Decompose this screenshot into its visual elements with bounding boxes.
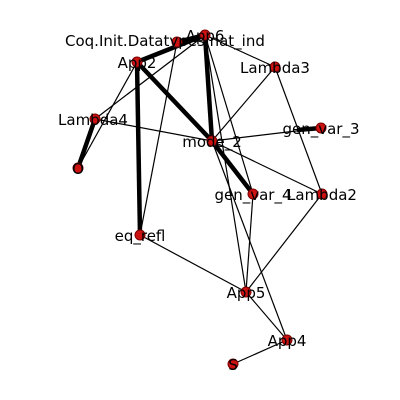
node-label-s: S	[228, 356, 238, 374]
node-lambda2[interactable]: Lambda2	[287, 186, 357, 204]
edge-app2-app6	[136, 32, 206, 65]
node-o[interactable]: O	[72, 160, 84, 178]
edge-app6-lambda3	[204, 34, 276, 68]
node-dot-lambda3[interactable]	[269, 61, 281, 73]
edge-coq-eq_refl	[139, 41, 178, 236]
node-dot-gen_var_3[interactable]	[315, 122, 327, 134]
edge-app6-app5	[204, 34, 247, 293]
node-label-lambda4: Lambda4	[58, 111, 128, 129]
node-label-gen_var_3: gen_var_3	[282, 120, 359, 139]
edge-mode2-lambda2	[211, 140, 323, 195]
node-dot-coq[interactable]	[171, 36, 183, 48]
node-label-eq_refl: eq_refl	[115, 227, 166, 246]
edge-mode2-gen_var_4	[210, 139, 255, 196]
node-label-lambda3: Lambda3	[240, 59, 310, 77]
node-s[interactable]: S	[227, 356, 239, 374]
node-app4[interactable]: App4	[268, 332, 307, 350]
edges-layer	[75, 32, 323, 365]
node-dot-app5[interactable]	[240, 286, 252, 298]
node-dot-app4[interactable]	[281, 334, 293, 346]
node-dot-lambda2[interactable]	[316, 188, 328, 200]
edge-app2-eq_refl	[134, 61, 143, 236]
node-dot-o[interactable]	[72, 162, 84, 174]
edge-lambda2-app5	[245, 193, 323, 293]
node-label-gen_var_4: gen_var_4	[214, 186, 291, 205]
edge-app2-o	[77, 61, 138, 169]
edge-eq_refl-app5	[139, 234, 247, 293]
node-eq_refl[interactable]: eq_refl	[115, 227, 166, 246]
node-coq[interactable]: Coq.Init.Datatypes.nat_ind	[65, 32, 265, 51]
node-dot-mode2[interactable]	[206, 135, 218, 147]
node-label-o: O	[72, 160, 84, 178]
node-lambda3[interactable]: Lambda3	[240, 59, 310, 77]
node-label-app2: App2	[118, 54, 157, 72]
node-app5[interactable]: App5	[227, 284, 266, 302]
node-lambda4[interactable]: Lambda4	[58, 111, 128, 129]
edge-app2-mode2	[135, 60, 214, 143]
edge-app5-app4	[245, 291, 288, 341]
node-dot-lambda4[interactable]	[89, 113, 101, 125]
node-label-app6: App6	[186, 27, 225, 45]
node-label-coq: Coq.Init.Datatypes.nat_ind	[65, 32, 265, 51]
node-app2[interactable]: App2	[118, 54, 157, 72]
edge-app6-mode2	[202, 34, 215, 142]
node-dot-app6[interactable]	[199, 29, 211, 41]
node-label-app4: App4	[268, 332, 307, 350]
node-dot-s[interactable]	[227, 358, 239, 370]
edge-app4-s	[232, 339, 288, 365]
node-app6[interactable]: App6	[186, 27, 225, 45]
node-label-mode2: mode_2	[182, 133, 242, 152]
node-gen_var_4[interactable]: gen_var_4	[214, 186, 291, 205]
node-label-app5: App5	[227, 284, 266, 302]
node-mode2[interactable]: mode_2	[182, 133, 242, 152]
node-dot-eq_refl[interactable]	[134, 229, 146, 241]
edge-lambda4-o	[75, 118, 98, 169]
node-dot-app2[interactable]	[131, 56, 143, 68]
node-gen_var_3[interactable]: gen_var_3	[282, 120, 359, 139]
node-label-lambda2: Lambda2	[287, 186, 357, 204]
edge-app6-gen_var_4	[204, 34, 254, 195]
edge-lambda4-mode2	[94, 118, 213, 142]
node-dot-gen_var_4[interactable]	[247, 188, 259, 200]
edge-lambda3-mode2	[211, 66, 276, 142]
edge-gen_var_4-app5	[245, 193, 254, 293]
